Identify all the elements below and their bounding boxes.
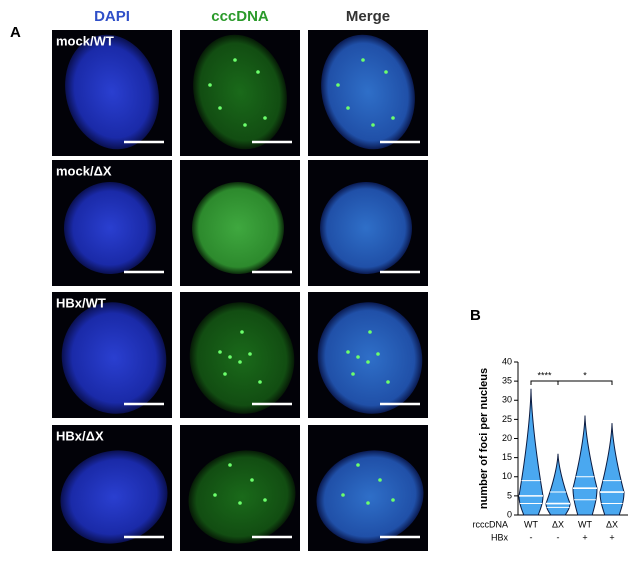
focus [258, 380, 262, 384]
significance-bracket [530, 380, 559, 385]
micrograph [308, 292, 428, 418]
nucleus [189, 302, 295, 414]
focus [391, 116, 395, 120]
focus [238, 501, 242, 505]
micrograph [180, 292, 300, 418]
y-tick-label: 10 [502, 471, 512, 481]
nucleus [317, 302, 423, 414]
micrograph [180, 425, 300, 551]
focus [356, 355, 360, 359]
y-tick-label: 25 [502, 414, 512, 424]
micrograph [180, 30, 300, 156]
micrograph [52, 30, 172, 156]
significance-label: * [583, 370, 587, 380]
focus [336, 83, 340, 87]
focus [346, 350, 350, 354]
focus [356, 463, 360, 467]
focus [346, 106, 350, 110]
panel-label: B [470, 307, 481, 324]
x-tick-label: ΔX [552, 519, 564, 529]
focus [213, 493, 217, 497]
nucleus [321, 34, 415, 150]
x-row-label: HBx [491, 532, 509, 542]
focus [208, 83, 212, 87]
focus [368, 330, 372, 334]
focus [218, 106, 222, 110]
focus [386, 380, 390, 384]
focus [376, 352, 380, 356]
nucleus [188, 450, 296, 544]
focus [378, 478, 382, 482]
micrograph [180, 160, 300, 286]
nucleus [316, 450, 424, 544]
y-tick-label: 40 [502, 356, 512, 366]
row-label: HBx/ΔX [56, 428, 104, 443]
nucleus [61, 302, 167, 414]
column-header: DAPI [94, 8, 130, 25]
micrograph [52, 160, 172, 286]
focus [351, 372, 355, 376]
focus [384, 70, 388, 74]
focus [366, 360, 370, 364]
focus [391, 498, 395, 502]
violin [518, 388, 544, 516]
nucleus [64, 182, 156, 274]
y-tick-label: 30 [502, 395, 512, 405]
nucleus [65, 34, 159, 150]
micrograph [52, 292, 172, 418]
column-header: cccDNA [211, 8, 269, 25]
micrograph [308, 425, 428, 551]
violin [545, 453, 571, 516]
focus [218, 350, 222, 354]
x-tick-label: WT [578, 519, 592, 529]
focus [243, 123, 247, 127]
violin [599, 423, 625, 516]
focus [341, 493, 345, 497]
focus [361, 58, 365, 62]
column-header: Merge [346, 8, 390, 25]
y-tick-label: 35 [502, 376, 512, 386]
row-label: mock/ΔX [56, 163, 112, 178]
y-tick-label: 15 [502, 452, 512, 462]
focus [371, 123, 375, 127]
y-axis-label: number of foci per nucleus [478, 368, 490, 509]
micrograph [308, 30, 428, 156]
focus [263, 116, 267, 120]
focus [263, 498, 267, 502]
micrograph [308, 160, 428, 286]
significance-bracket [557, 380, 613, 385]
focus [228, 463, 232, 467]
x-tick-label: + [609, 532, 614, 542]
micrograph [52, 425, 172, 551]
focus [248, 352, 252, 356]
x-tick-label: + [582, 532, 587, 542]
focus [366, 501, 370, 505]
nucleus [320, 182, 412, 274]
focus [238, 360, 242, 364]
focus [228, 355, 232, 359]
x-tick-label: - [530, 532, 533, 542]
focus [223, 372, 227, 376]
x-tick-label: WT [524, 519, 538, 529]
panel-label: A [10, 24, 21, 41]
focus [250, 478, 254, 482]
y-tick-label: 20 [502, 433, 512, 443]
row-label: HBx/WT [56, 295, 106, 310]
y-tick-label: 5 [507, 490, 512, 500]
significance-label: **** [537, 370, 552, 380]
row-label: mock/WT [56, 33, 114, 48]
nucleus [60, 450, 168, 544]
nucleus [193, 34, 287, 150]
x-tick-label: ΔX [606, 519, 618, 529]
x-row-label: rcccDNA [473, 519, 509, 529]
nucleus [192, 182, 284, 274]
focus [233, 58, 237, 62]
focus [256, 70, 260, 74]
y-tick-label: 0 [507, 509, 512, 519]
violin [572, 415, 598, 516]
focus [240, 330, 244, 334]
x-tick-label: - [557, 532, 560, 542]
